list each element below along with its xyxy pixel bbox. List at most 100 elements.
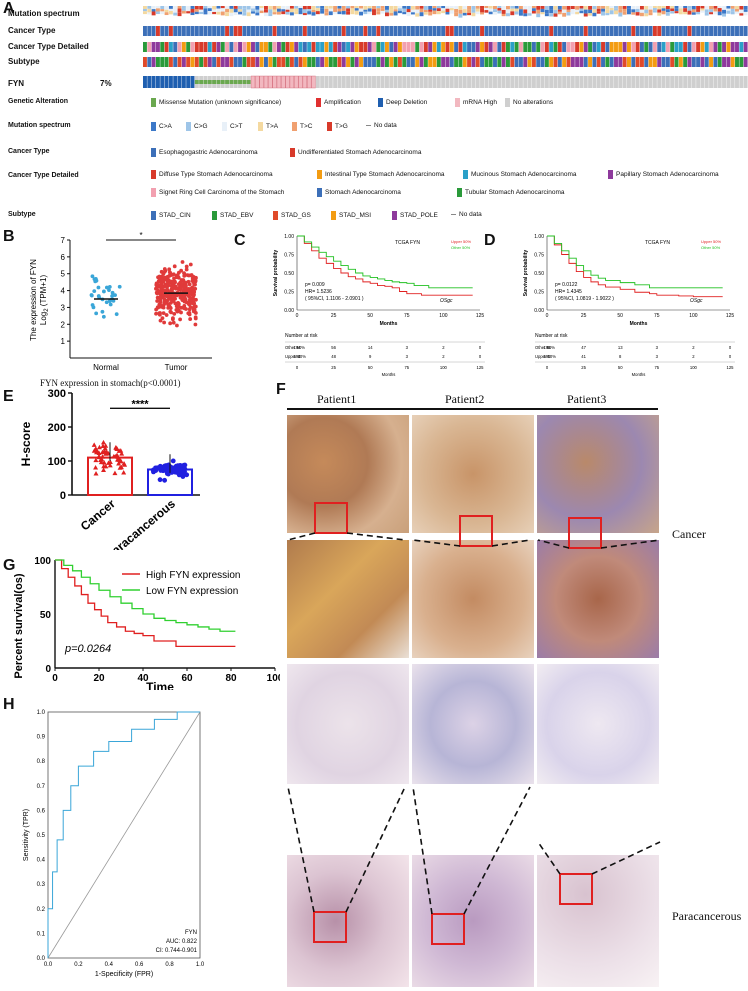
mutation-spectrum-cell: [484, 8, 489, 11]
y-tick-label: 0: [60, 490, 66, 502]
cancer-type-detailed-cell: [661, 42, 666, 52]
cancer-type-cell: [683, 26, 688, 36]
zoom-lines: [287, 532, 661, 915]
fyn-none-cell: [428, 76, 433, 88]
subtype-cell: [268, 57, 273, 67]
fyn-deep-deletion-cell: [147, 76, 152, 88]
mutation-spectrum-cell: [588, 6, 593, 10]
fyn-none-cell: [484, 76, 489, 88]
cancer-type-detailed-cell: [346, 42, 351, 52]
fyn-deep-deletion-cell: [181, 76, 186, 88]
mutation-spectrum-cell: [281, 11, 286, 15]
cancer-type-cell: [268, 26, 273, 36]
cancer-type-detailed-cell: [687, 42, 692, 52]
y-tick-label: 0.75: [534, 253, 544, 259]
data-point: [117, 465, 123, 470]
y-tick-label: 0.00: [534, 308, 544, 314]
legend-swatch: [463, 170, 468, 179]
mutation-spectrum-cell: [527, 6, 532, 10]
mutation-spectrum-cell: [588, 13, 593, 16]
mutation-spectrum-cell: [726, 8, 731, 11]
mutation-spectrum-cell: [622, 11, 627, 15]
oncoprint-tracks: [143, 6, 748, 89]
mutation-spectrum-cell: [385, 12, 389, 17]
legend-label: Intestinal Type Stomach Adenocarcinoma: [325, 171, 445, 178]
mutation-spectrum-cell: [190, 8, 195, 13]
cancer-type-detailed-cell: [557, 42, 562, 52]
fyn-none-cell: [419, 76, 424, 88]
data-point: [93, 279, 98, 284]
legend-label: Stomach Adenocarcinoma: [325, 189, 401, 196]
cancer-type-detailed-cell: [186, 42, 191, 52]
cancer-type-cell: [601, 26, 605, 36]
cancer-type-cell: [441, 26, 446, 36]
subtype-cell: [484, 57, 489, 67]
subtype-cell: [605, 57, 610, 67]
mutation-spectrum-cell: [194, 6, 199, 10]
cancer-type-cell: [289, 26, 294, 36]
subtype-cell: [320, 57, 325, 67]
subtype-cell: [678, 57, 683, 67]
cancer-type-detailed-cell: [497, 42, 502, 52]
data-point: [192, 301, 196, 306]
data-point: [111, 454, 117, 459]
fyn-none-cell: [696, 76, 701, 88]
mutation-spectrum-cell: [363, 9, 368, 12]
survival-curve-low: [55, 559, 236, 632]
mutation-spectrum-cell: [229, 12, 234, 17]
subtype-cell: [614, 57, 618, 67]
mutation-spectrum-cell: [259, 10, 264, 14]
fyn-mrna-high-cell: [302, 75, 308, 89]
mutation-spectrum-cell: [510, 6, 515, 9]
cancer-type-detailed-cell: [359, 42, 363, 52]
data-point: [90, 274, 95, 279]
x-tick-label: 125: [476, 313, 485, 319]
cancer-type-cell: [212, 26, 217, 36]
mutation-spectrum-cell: [302, 9, 307, 14]
risk-row-name: Other 50%: [535, 345, 555, 350]
fyn-none-cell: [493, 76, 497, 88]
subtype-cell: [372, 57, 376, 67]
fyn-none-cell: [328, 76, 333, 88]
cancer-type-cell: [696, 26, 701, 36]
subtype-cell: [376, 57, 381, 67]
legend-label: T>C: [300, 123, 313, 130]
cancer-type-detailed-cell: [160, 42, 165, 52]
mutation-spectrum-cell: [441, 10, 446, 14]
cancer-type-cell: [173, 26, 178, 36]
y-tick-label: 0.75: [284, 253, 294, 259]
legend-label: STAD_CIN: [159, 212, 191, 219]
mutation-spectrum-cell: [194, 9, 199, 12]
cancer-type-cell: [372, 26, 376, 36]
mutation-spectrum-cell: [583, 6, 588, 10]
fyn-missense-mark: [242, 80, 247, 84]
x-tick-label: 0.2: [74, 962, 83, 968]
cancer-type-cell: [315, 26, 320, 36]
subtype-cell: [285, 57, 290, 67]
subtype-cell: [601, 57, 605, 67]
fyn-none-cell: [605, 76, 610, 88]
fyn-none-cell: [432, 76, 437, 88]
fyn-deep-deletion-cell: [143, 76, 147, 88]
cancer-type-detailed-cell: [449, 42, 454, 52]
mutation-spectrum-cell: [462, 6, 467, 10]
data-point: [122, 462, 128, 467]
risk-value: 0: [729, 354, 732, 359]
subtype-cell: [173, 57, 178, 67]
roc-ci: CI: 0.744-0.901: [156, 948, 198, 954]
subtype-cell: [570, 57, 575, 67]
subtype-cell: [415, 57, 420, 67]
fyn-deep-deletion-cell: [186, 76, 191, 88]
data-point: [98, 457, 104, 463]
mutation-spectrum-cell: [315, 11, 320, 15]
mutation-spectrum-cell: [691, 12, 696, 15]
legend-label: T>G: [335, 123, 348, 130]
mutation-spectrum-cell: [445, 6, 450, 9]
mutation-spectrum-cell: [506, 13, 510, 17]
subtype-cell: [691, 57, 696, 67]
risk-x-tick: 0: [546, 365, 549, 370]
mutation-spectrum-cell: [406, 9, 411, 13]
data-point: [174, 273, 179, 278]
mutation-spectrum-cell: [372, 9, 376, 13]
mutation-spectrum-cell: [480, 6, 484, 9]
